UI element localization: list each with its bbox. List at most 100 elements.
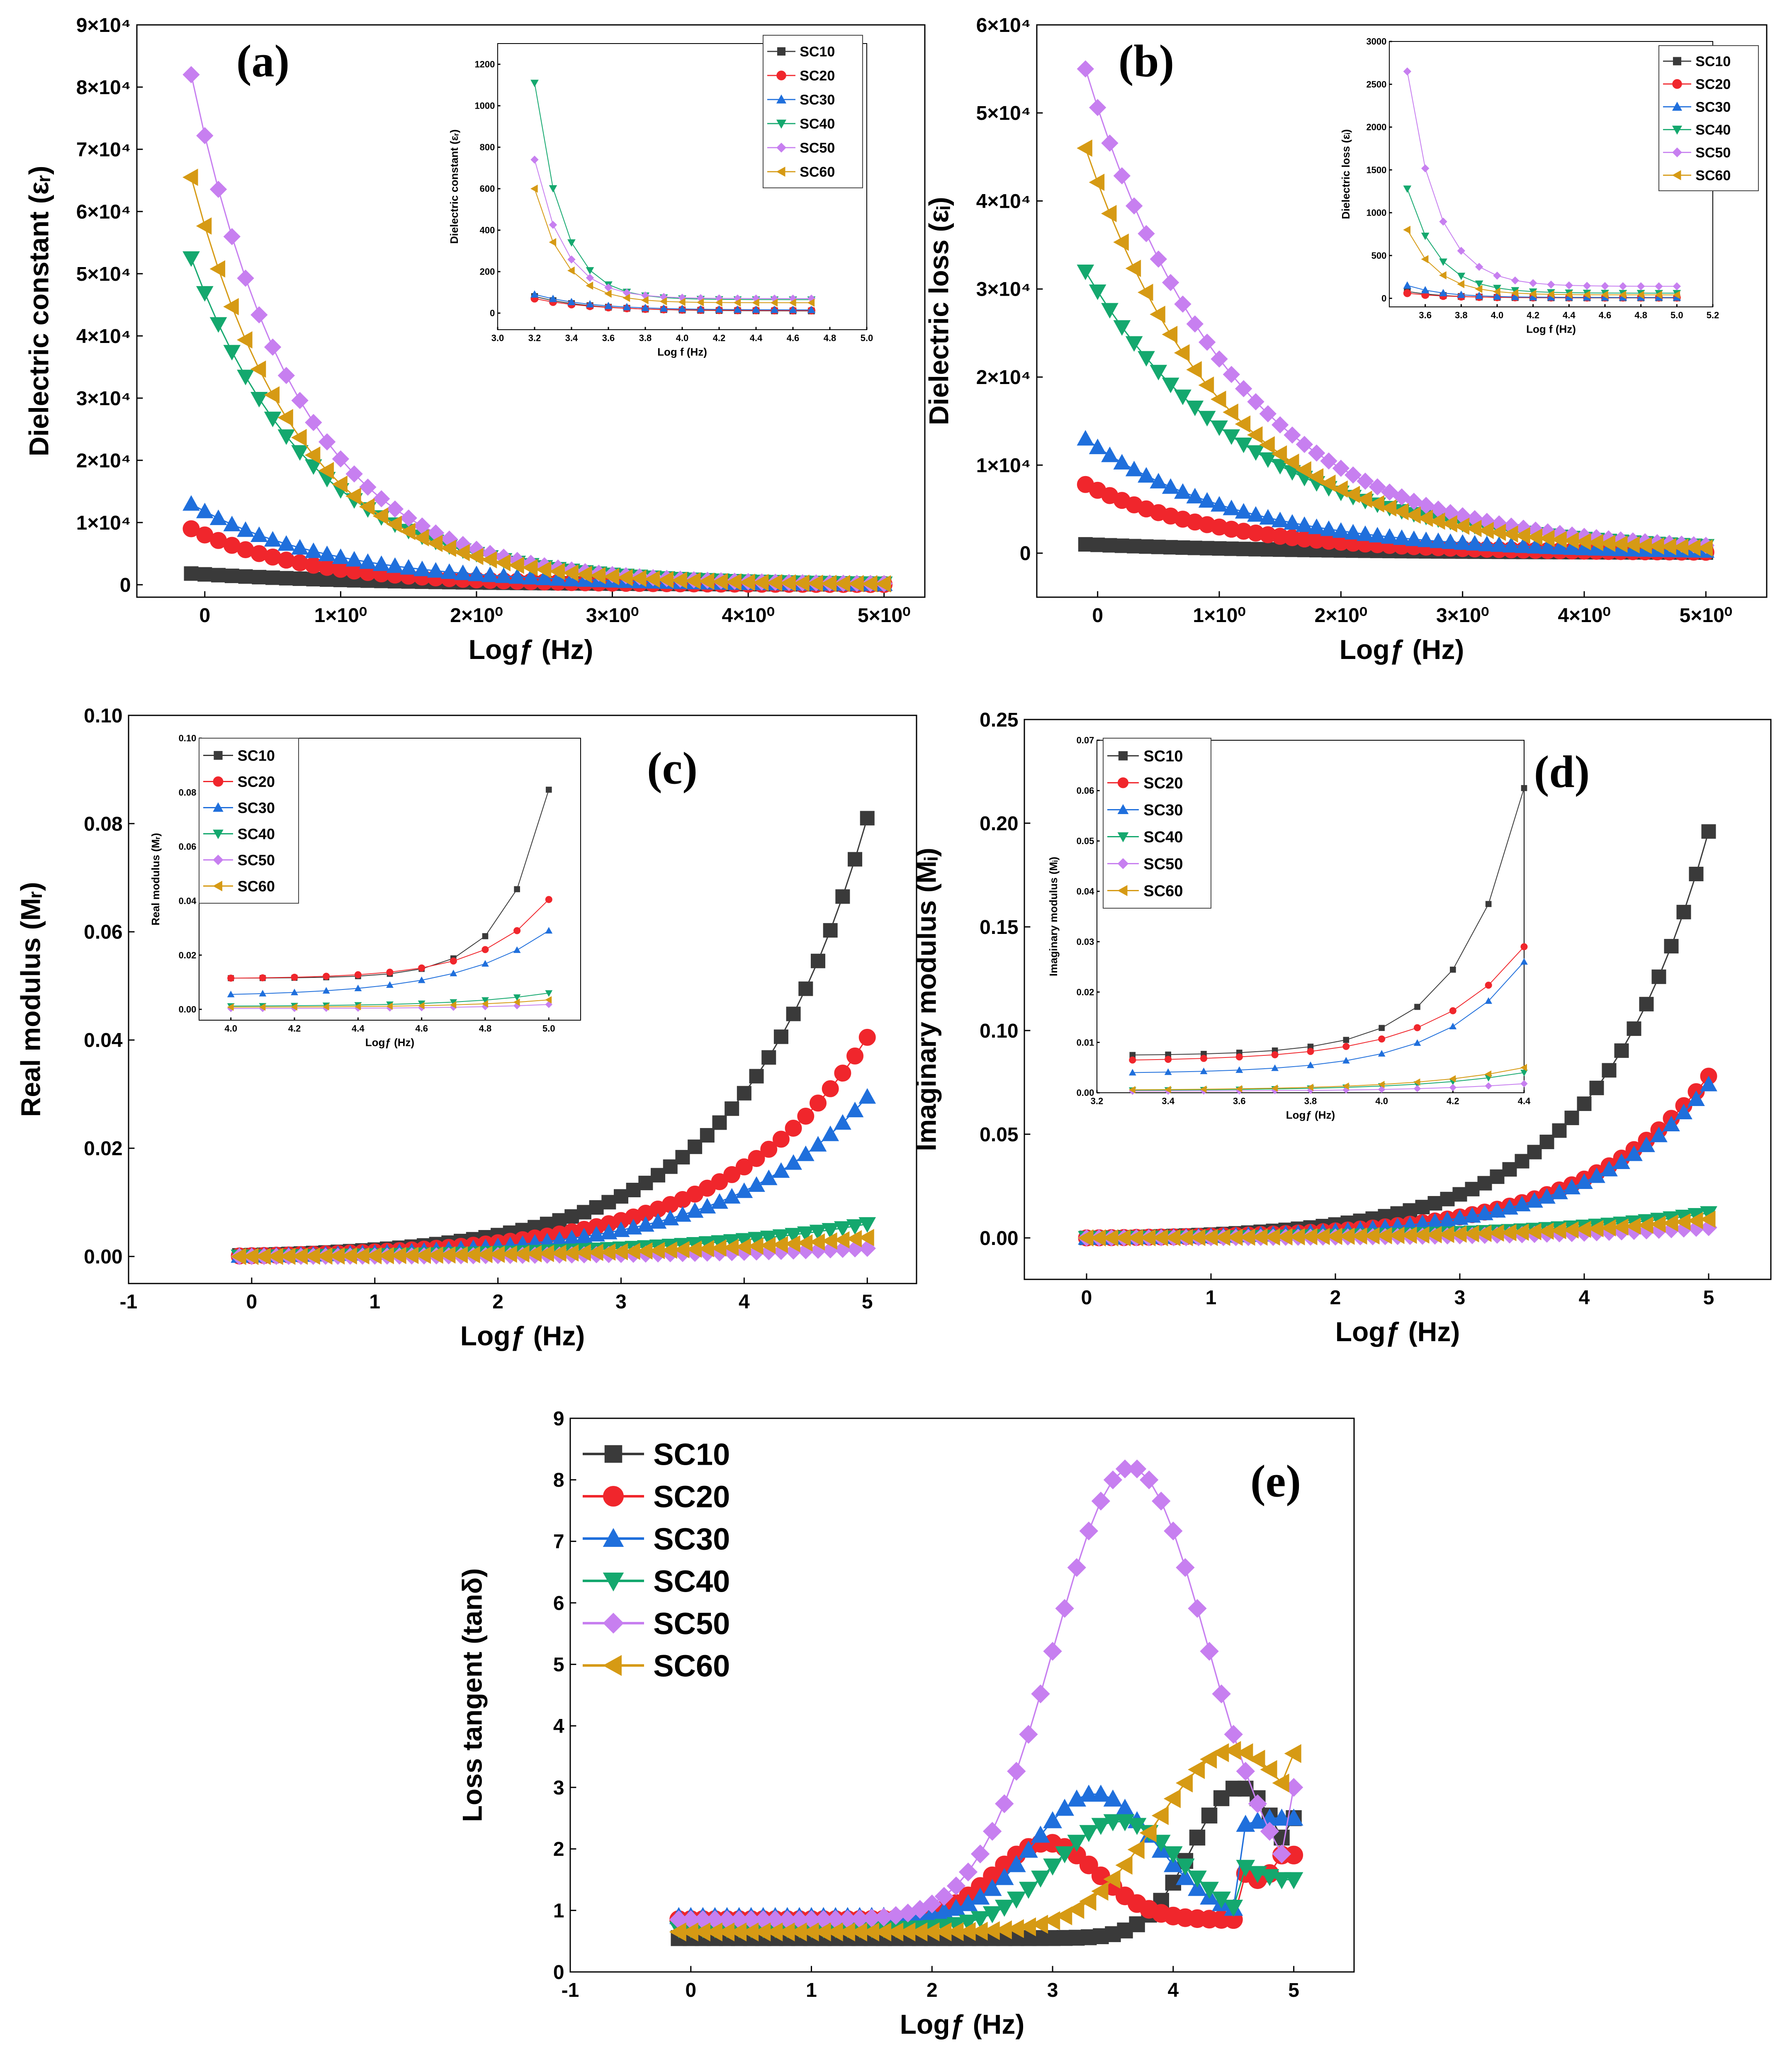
panel-c-data-point (858, 1229, 874, 1246)
panel-b-series-sc30 (1077, 430, 1715, 558)
panel-d-inset-series-line (1132, 1072, 1525, 1091)
panel-b-inset-data-point (1511, 276, 1520, 284)
panel-d-inset-data-point (1235, 1053, 1243, 1061)
panel-b-data-point (1150, 473, 1167, 489)
panel-b-inset-data-point (1475, 292, 1483, 299)
panel-a-data-point (211, 568, 226, 583)
panel-d-inset-data-point (1307, 1061, 1314, 1068)
panel-b-inset-y-tick-label: 1000 (1366, 208, 1386, 218)
panel-d-inset-y-axis-title: Imaginary modulus (Mᵢ) (1047, 857, 1060, 976)
panel-c-inset-legend-marker (213, 802, 224, 812)
panel-d-inset-data-point (1413, 1078, 1420, 1086)
panel-b-data-point (1186, 361, 1202, 379)
panel-e-data-point (1115, 1855, 1133, 1875)
panel-c-x-tick-label: 5 (862, 1291, 873, 1313)
panel-a-inset-data-point (733, 305, 742, 313)
panel-a-inset-data-point (807, 299, 815, 307)
panel-c-inset-data-point (354, 971, 362, 978)
panel-d-x-tick-label: 2 (1330, 1287, 1341, 1309)
panel-d-inset-data-point (1450, 966, 1456, 973)
panel-c-x-tick-label: 4 (739, 1291, 750, 1313)
panel-a-data-point (223, 515, 241, 532)
panel-b-inset-data-point (1439, 217, 1447, 226)
panel-a-inset-data-point (622, 294, 630, 302)
panel-d-data-point (1415, 1200, 1430, 1215)
panel-b-x-axis-title: Logƒ (Hz) (1340, 634, 1464, 665)
panel-d-inset-data-point (1342, 1043, 1350, 1050)
panel-b-data-point (1174, 483, 1191, 499)
panel-c-data-point (723, 1166, 741, 1183)
panel-a-data-point (454, 544, 470, 562)
panel-e-y-tick-label: 4 (553, 1715, 564, 1737)
panel-a-inset-data-point (530, 156, 539, 164)
panel-a-inset-data-point (788, 299, 796, 307)
panel-a-inset-y-tick-label: 1200 (474, 59, 495, 70)
panel-c-x-tick-label: -1 (120, 1291, 138, 1313)
panel-a-inset-legend-label: SC10 (800, 44, 835, 60)
panel-d-inset-series-line (1132, 788, 1525, 1055)
panel-a-data-point (291, 392, 309, 409)
panel-a-inset-data-point (549, 185, 557, 193)
panel-c-data-point (552, 1213, 567, 1228)
panel-d-inset-legend-marker (1117, 832, 1129, 843)
panel-b-data-point (1077, 430, 1094, 446)
panel-b-series-sc60 (1077, 139, 1713, 557)
panel-b-data-point (1405, 506, 1421, 524)
panel-b-inset-legend-marker (1672, 79, 1682, 89)
panel-e-legend-label: SC50 (653, 1607, 730, 1641)
panel-c-data-point (860, 811, 875, 826)
panel-c-data-point (686, 1202, 704, 1218)
panel-e-data-point (970, 1844, 990, 1864)
panel-c-inset-data-point (291, 973, 298, 981)
panel-b-x-tick-label: 5×10⁰ (1680, 605, 1732, 627)
panel-a-data-point (237, 521, 254, 537)
panel-d-inset-legend-label: SC20 (1143, 775, 1183, 792)
panel-d-data-point (1452, 1187, 1467, 1202)
panel-b-data-point (1442, 515, 1457, 532)
panel-c-inset-legend-marker (213, 829, 224, 839)
panel-c-data-point (798, 981, 813, 996)
panel-e-data-point (1031, 1684, 1050, 1704)
chart-panel-c: -1 0 1 2 3 4 5 0.00 0.02 0.04 0.06 0.08 0.10 Logƒ (Hz… (15, 705, 917, 1351)
panel-c-inset-data-point (322, 987, 330, 994)
panel-a-data-point (223, 298, 239, 316)
panel-b-data-point (1078, 537, 1093, 552)
panel-a-data-point (238, 569, 253, 584)
panel-a-inset-data-point (770, 299, 778, 307)
panel-a-x-tick-label: 0 (199, 605, 210, 627)
panel-e-legend-label: SC30 (653, 1522, 730, 1556)
panel-b-data-point (1150, 250, 1167, 268)
panel-b-data-point (1320, 474, 1336, 492)
panel-a-inset-x-tick-label: 5.0 (861, 333, 873, 343)
panel-e-data-point (1248, 1794, 1267, 1814)
panel-a-inset-legend-label: SC60 (800, 164, 835, 180)
panel-a-data-point (196, 127, 214, 144)
panel-a-inset-y-tick-label: 0 (490, 308, 495, 318)
panel-a-data-point (277, 535, 295, 551)
panel-b-inset-data-point (1565, 290, 1573, 299)
panel-e-data-point (1200, 1750, 1217, 1769)
panel-a-data-point (291, 429, 307, 446)
panel-b-inset-series-line (1407, 229, 1677, 296)
panel-b-data-point (1356, 491, 1372, 508)
panel-d-data-point (1700, 1075, 1717, 1092)
panel-c-data-point (712, 1115, 727, 1130)
panel-b-data-point (1077, 264, 1094, 280)
panel-a-data-point (454, 564, 472, 580)
panel-d-y-tick-label: 0.10 (980, 1020, 1018, 1042)
panel-a-data-point (359, 553, 377, 569)
panel-d-data-point (1676, 904, 1691, 919)
panel-d-x-tick-label: 5 (1703, 1287, 1714, 1309)
panel-d-data-point (1488, 1202, 1506, 1218)
panel-e-series-sc60 (669, 1741, 1301, 1942)
panel-e-data-point (934, 1887, 954, 1906)
panel-d-data-point (1451, 1209, 1469, 1225)
panel-b-data-point (1259, 405, 1277, 423)
panel-d-inset-legend-label: SC10 (1143, 748, 1183, 765)
panel-a-y-tick-label: 1×10⁴ (76, 512, 131, 534)
panel-c-inset-x-tick-label: 4.2 (288, 1023, 301, 1034)
panel-a-data-point (508, 568, 526, 584)
panel-b-inset-data-point (1457, 272, 1466, 280)
panel-c-data-point (846, 1219, 864, 1235)
